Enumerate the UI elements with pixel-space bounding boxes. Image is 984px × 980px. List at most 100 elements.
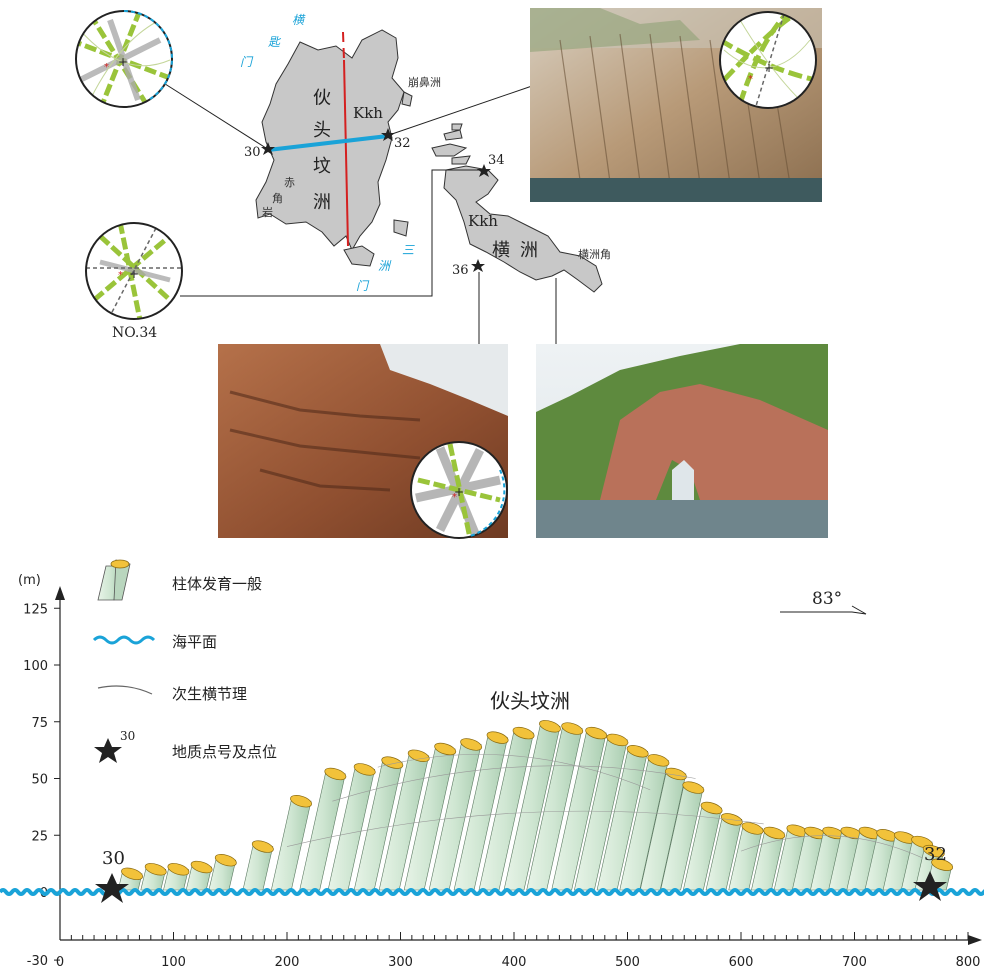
y-tick-label: 50	[31, 773, 48, 788]
svg-text:+: +	[118, 55, 128, 69]
basalt-column	[728, 828, 763, 891]
column-top	[121, 867, 143, 881]
svg-text:+: +	[129, 267, 139, 281]
column-top	[763, 826, 786, 840]
place-chijiao-1: 赤	[284, 176, 295, 189]
y-tick-label: 100	[23, 659, 48, 674]
basalt-column	[751, 832, 785, 891]
section-label-30: 30	[102, 848, 125, 869]
column-top	[700, 801, 723, 815]
joint-curve	[286, 810, 764, 847]
station-34-label: 34	[488, 153, 505, 168]
island-char-3: 坟	[313, 156, 331, 177]
svg-text:*: *	[452, 492, 457, 503]
section-title: 伙头坟洲	[490, 689, 570, 713]
column-top	[647, 754, 670, 767]
station-36-label: 36	[452, 263, 469, 278]
basalt-column	[428, 744, 482, 891]
basalt-column	[596, 750, 649, 891]
x-tick-label: 200	[275, 955, 300, 970]
station-star-32	[381, 128, 395, 141]
column-top	[931, 858, 954, 871]
hengzhou-char-2: 洲	[520, 240, 538, 261]
x-tick-label: 700	[842, 955, 867, 970]
x-tick-label: 0	[56, 955, 64, 970]
legend-joint-label: 次生横节理	[172, 685, 247, 703]
y-tick-label: 25	[31, 829, 48, 844]
legend-column-label: 柱体发育一般	[172, 575, 262, 593]
hengzhou-char-1: 横	[492, 240, 510, 261]
rock-code-east: Kkh	[468, 212, 498, 230]
rose-caption: NO.34	[112, 325, 157, 341]
bearing-indicator: 83°	[780, 589, 867, 615]
column-top	[353, 763, 376, 776]
x-tick-label: 100	[161, 955, 186, 970]
island-hengzhou	[443, 165, 603, 293]
svg-text:*: *	[104, 62, 109, 73]
column-top	[741, 822, 764, 835]
basalt-column	[403, 748, 456, 891]
svg-text:+: +	[454, 485, 464, 499]
rose-diagram-4: + *	[410, 441, 508, 539]
channel-n-1: 横	[292, 13, 306, 27]
section-line	[267, 134, 389, 152]
column-top	[486, 731, 509, 744]
column-top	[214, 854, 237, 867]
column-top	[626, 745, 649, 758]
svg-text:*: *	[748, 74, 753, 85]
column-top	[324, 767, 347, 781]
sea-level-line	[0, 888, 984, 896]
column-top	[407, 749, 430, 762]
legend-star-number: 30	[120, 729, 135, 743]
channel-s-3: 门	[356, 279, 370, 293]
y-tick-label: 75	[31, 716, 48, 731]
channel-s-1: 三	[402, 243, 415, 257]
column-top	[434, 742, 457, 756]
column-top	[664, 767, 687, 781]
legend-sea-label: 海平面	[172, 633, 217, 651]
place-chijiao-3: 岩	[262, 205, 273, 219]
column-top	[290, 795, 312, 808]
column-top	[720, 813, 743, 826]
column-top	[606, 733, 629, 747]
basalt-column	[619, 760, 669, 891]
bearing-label: 83°	[812, 589, 842, 609]
photo-bottom-right	[536, 344, 828, 538]
place-hengzhoujiao: 横洲角	[578, 247, 611, 261]
x-tick-label: 800	[956, 955, 981, 970]
column-top	[922, 844, 945, 858]
joint-curve	[740, 835, 923, 859]
island-char-4: 洲	[313, 192, 331, 213]
basalt-column	[353, 762, 403, 891]
place-chijiao-2: 角	[272, 192, 283, 205]
place-shanbi: 崩鼻洲	[408, 75, 441, 89]
column-top	[460, 738, 483, 751]
legend: 柱体发育一般 海平面 次生横节理 30 地质点号及点位	[92, 559, 277, 763]
station-30-label: 30	[244, 145, 261, 160]
channel-n-2: 匙	[268, 35, 282, 49]
svg-text:+: +	[764, 61, 774, 75]
section-label-32: 32	[924, 844, 947, 865]
x-tick-label: 400	[502, 955, 527, 970]
legend-column-icon	[97, 559, 131, 601]
svg-text:*: *	[118, 270, 123, 281]
rose-diagram-2: + *	[719, 11, 817, 109]
column-top	[512, 726, 535, 740]
basalt-column	[378, 755, 430, 891]
rose-diagram-3: + *	[85, 222, 183, 320]
station-star-30-section	[95, 873, 129, 903]
x-tick-label: 600	[729, 955, 754, 970]
joint-curve	[332, 765, 696, 802]
channel-n-3: 门	[240, 55, 254, 69]
x-tick-label: 300	[388, 955, 413, 970]
island-char-1: 伙	[313, 88, 331, 109]
column-top	[381, 756, 404, 769]
column-top	[539, 720, 561, 733]
column-top	[561, 722, 584, 735]
legend-sea-icon	[92, 635, 156, 645]
station-star-30	[261, 142, 275, 155]
y-tick-label: -30	[27, 954, 48, 969]
column-top	[251, 840, 274, 853]
